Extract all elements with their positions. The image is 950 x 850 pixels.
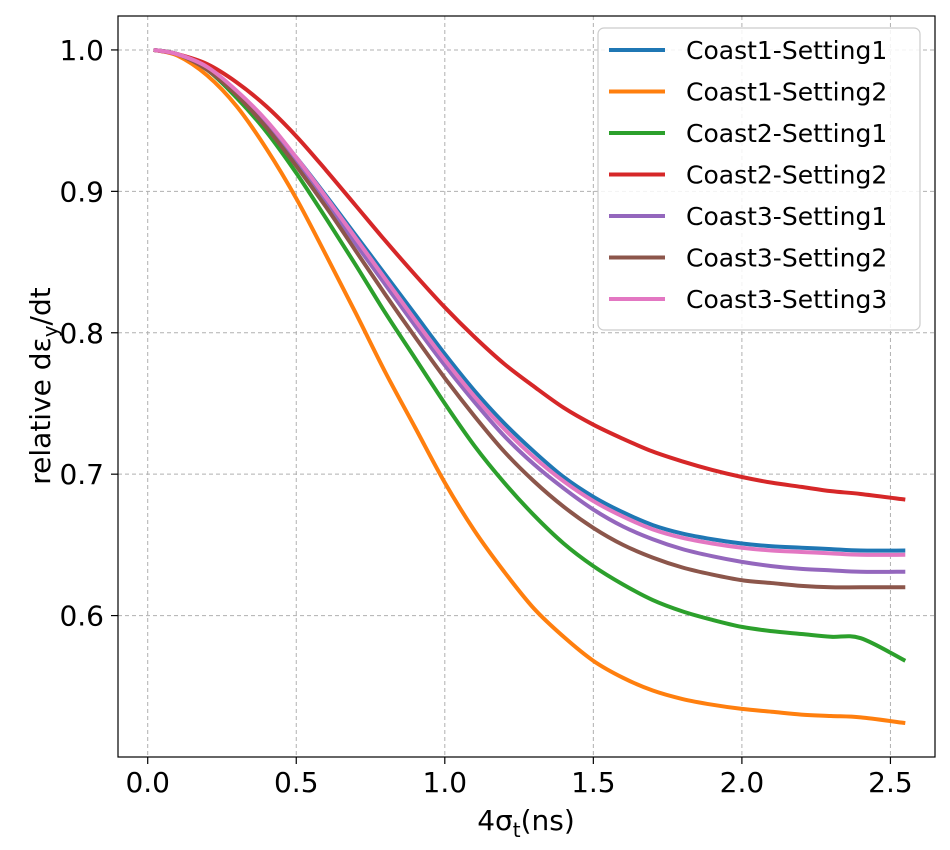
y-tick-label: 0.6 <box>59 600 104 633</box>
series-lines <box>153 47 907 726</box>
grid-lines <box>118 16 935 757</box>
plot-frame <box>117 15 936 758</box>
y-tick-label: 1.0 <box>59 34 104 67</box>
legend-label: Coast2-Setting2 <box>686 161 887 190</box>
x-tick-label: 1.0 <box>423 766 468 799</box>
legend: Coast1-Setting1 Coast1-Setting2 Coast2-Set… <box>597 27 921 331</box>
y-tick-label: 0.7 <box>59 458 104 491</box>
legend-label: Coast3-Setting1 <box>686 202 887 231</box>
y-axis-label: relative dεy/dt <box>24 287 62 484</box>
legend-label: Coast1-Setting2 <box>686 78 887 107</box>
legend-label: Coast3-Setting2 <box>686 244 887 273</box>
legend-label: Coast1-Setting1 <box>686 36 887 65</box>
series-line-coast3-setting3 <box>153 47 906 557</box>
x-axis-ticks: 0.0 0.5 1.0 1.5 2.0 2.5 <box>125 757 913 799</box>
x-tick-label: 2.0 <box>720 766 765 799</box>
x-axis-label: 4σt(ns) <box>477 804 575 842</box>
series-line-coast2-setting2 <box>153 47 906 502</box>
y-tick-label: 0.9 <box>59 175 104 208</box>
legend-box <box>597 27 921 331</box>
legend-label: Coast3-Setting3 <box>686 285 887 314</box>
y-tick-label: 0.8 <box>59 317 104 350</box>
x-tick-label: 0.5 <box>274 766 319 799</box>
legend-label: Coast2-Setting1 <box>686 119 887 148</box>
x-tick-label: 0.0 <box>125 766 170 799</box>
series-line-coast1-setting2 <box>153 47 906 726</box>
series-line-coast3-setting2 <box>153 47 906 590</box>
x-tick-label: 2.5 <box>868 766 913 799</box>
y-axis-ticks: 0.6 0.7 0.8 0.9 1.0 <box>59 34 118 633</box>
series-line-coast2-setting1 <box>153 47 907 663</box>
x-tick-label: 1.5 <box>571 766 616 799</box>
